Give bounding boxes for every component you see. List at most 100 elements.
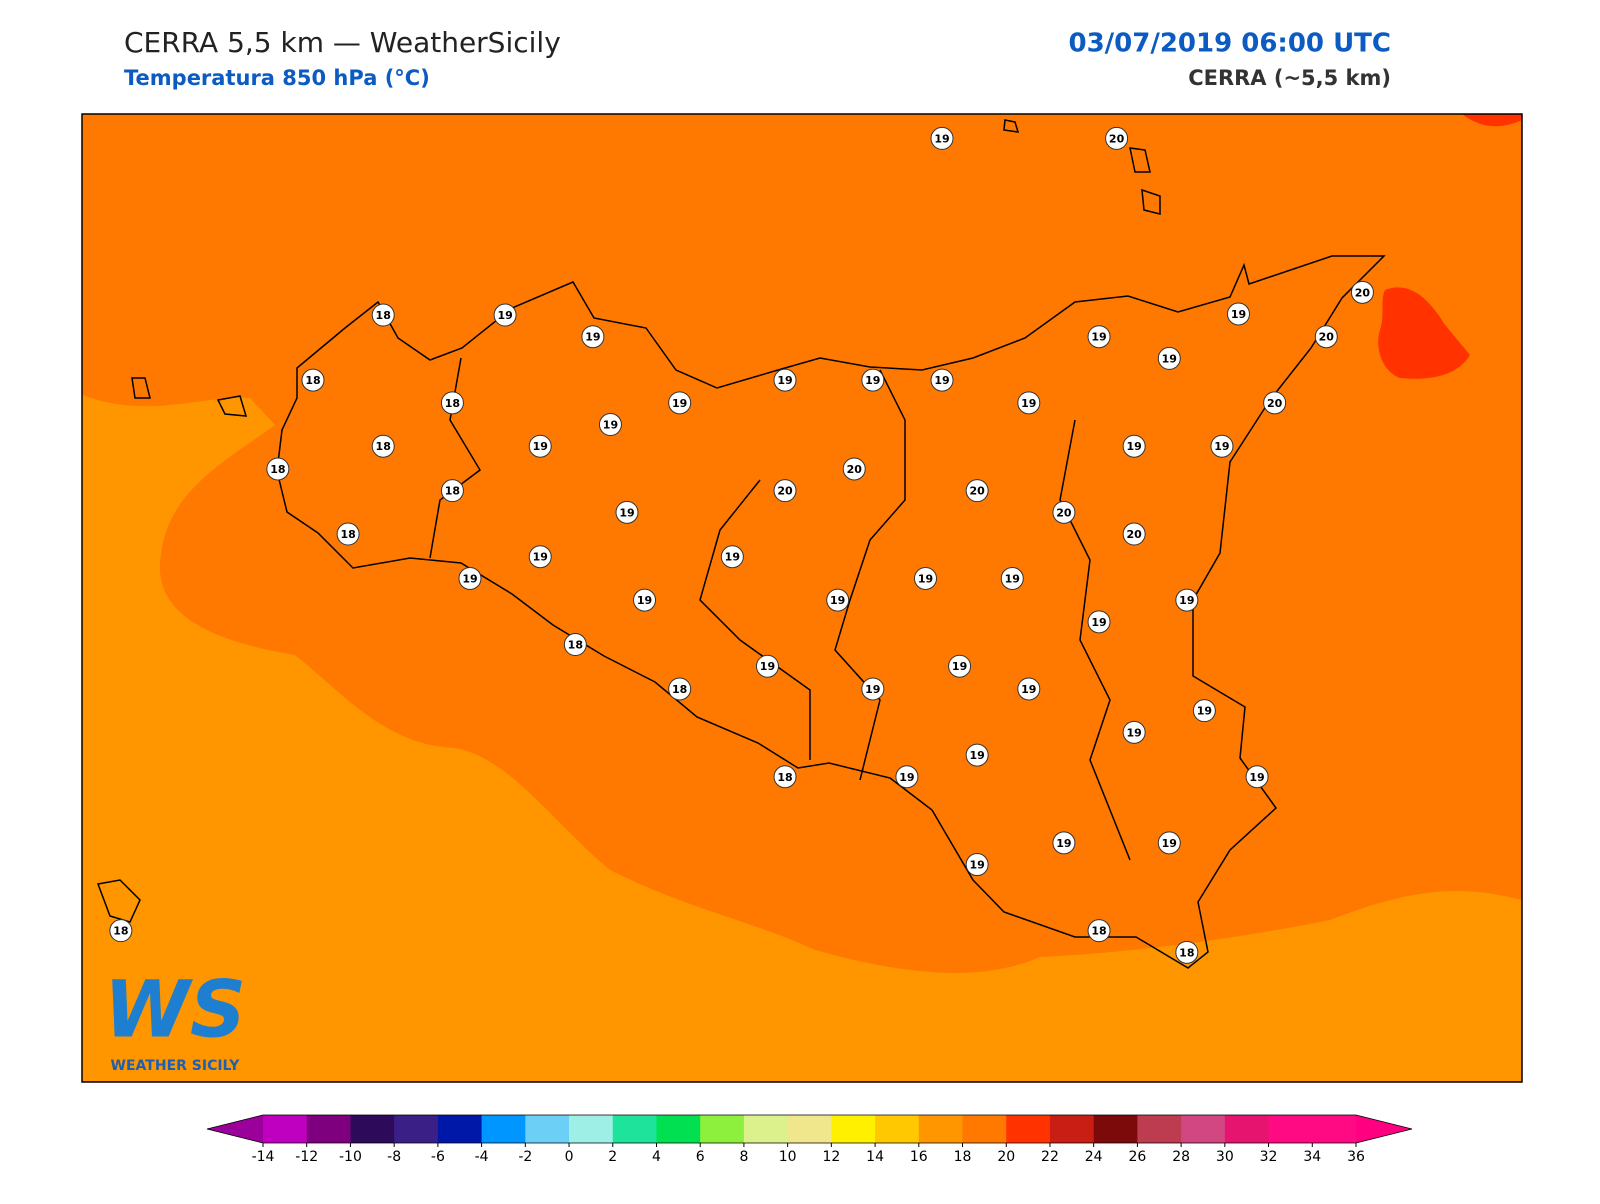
station-value: 18 — [777, 771, 792, 784]
colorbar-tick-label: 36 — [1347, 1149, 1365, 1165]
station-value: 19 — [865, 683, 880, 696]
station-marker — [914, 566, 938, 590]
station-value: 19 — [1197, 705, 1212, 718]
station-value: 19 — [969, 749, 984, 762]
colorbar-segment — [918, 1115, 964, 1143]
station-marker — [1052, 831, 1076, 855]
station-value: 19 — [585, 331, 600, 344]
station-value: 19 — [899, 771, 914, 784]
station-value: 19 — [1021, 683, 1036, 696]
station-marker — [1087, 610, 1111, 634]
model-label: CERRA (~5,5 km) — [1188, 66, 1391, 90]
station-value: 19 — [969, 859, 984, 872]
colorbar-segment — [1181, 1115, 1226, 1143]
station-marker — [1087, 919, 1111, 943]
station-value: 18 — [376, 440, 391, 453]
island — [96, 119, 1161, 923]
colorbar-tick-label: -6 — [431, 1149, 445, 1165]
station-marker — [1192, 699, 1216, 723]
station-value: 19 — [934, 132, 949, 145]
station-marker — [842, 457, 866, 481]
station-marker — [528, 545, 552, 569]
colorbar-segment — [1224, 1115, 1270, 1143]
station-value: 18 — [305, 374, 320, 387]
colorbar-tick-label: 0 — [565, 1149, 574, 1165]
station-value: 18 — [445, 397, 460, 410]
stations: 19 20 18 19 19 20 19 19 20 19 18 18 19 19 19 19 19 20 19 18… — [109, 126, 1374, 964]
station-value: 20 — [847, 463, 863, 476]
station-marker — [440, 391, 464, 415]
datetime: 03/07/2019 06:00 UTC — [1068, 29, 1391, 59]
station-marker — [1175, 588, 1199, 612]
station-value: 18 — [1179, 946, 1194, 959]
station-value: 19 — [760, 660, 775, 673]
station-marker — [1122, 720, 1146, 744]
station-marker — [1226, 302, 1250, 326]
colorbar-tick-label: 30 — [1216, 1149, 1234, 1165]
station-value: 19 — [777, 374, 792, 387]
colorbar-tick-label: -4 — [475, 1149, 489, 1165]
station-value: 20 — [1319, 331, 1335, 344]
station-marker — [109, 919, 133, 943]
station-value: 18 — [340, 528, 355, 541]
colorbar-tick-label: -8 — [387, 1149, 401, 1165]
station-value: 19 — [725, 551, 740, 564]
station-marker — [1105, 126, 1129, 150]
station-marker — [1122, 522, 1146, 546]
colorbar-tick-label: 32 — [1260, 1149, 1278, 1165]
colorbar-segment — [394, 1115, 439, 1143]
station-marker — [965, 743, 989, 767]
colorbar-tick-label: 14 — [866, 1149, 884, 1165]
colorbar-tick-label: 16 — [910, 1149, 928, 1165]
station-marker — [930, 126, 954, 150]
map-frame — [81, 113, 1523, 1083]
cooler-zone — [82, 395, 1522, 1082]
colorbar-segment — [437, 1115, 483, 1143]
station-value: 19 — [1214, 440, 1229, 453]
station-marker — [861, 368, 885, 392]
colorbar-segment — [1093, 1115, 1138, 1143]
station-marker — [336, 522, 360, 546]
colorbar-segment — [525, 1115, 570, 1143]
station-marker — [755, 654, 779, 678]
station-value: 19 — [603, 419, 618, 432]
station-value: 19 — [1231, 308, 1246, 321]
station-marker — [965, 479, 989, 503]
warm-zone — [1462, 114, 1522, 127]
province-border — [429, 357, 1131, 861]
station-marker — [720, 545, 744, 569]
station-marker — [1017, 391, 1041, 415]
warm-zone — [1378, 287, 1470, 379]
station-marker — [1245, 765, 1269, 789]
colorbar-tick-label: -10 — [339, 1149, 362, 1165]
station-value: 18 — [376, 309, 391, 322]
station-marker — [458, 566, 482, 590]
station-value: 20 — [1056, 506, 1072, 519]
station-value: 19 — [918, 572, 933, 585]
station-value: 19 — [619, 506, 634, 519]
station-marker — [1157, 831, 1181, 855]
station-marker — [895, 765, 919, 789]
station-marker — [528, 434, 552, 458]
station-value: 20 — [1267, 397, 1283, 410]
station-marker — [301, 368, 325, 392]
station-marker — [493, 303, 517, 327]
station-marker — [581, 325, 605, 349]
logo-caption: WEATHER SICILY — [111, 1058, 241, 1074]
station-marker — [965, 853, 989, 877]
colorbar-over — [1356, 1115, 1412, 1143]
station-value: 20 — [1355, 286, 1371, 299]
station-value: 19 — [952, 660, 967, 673]
colorbar-tick-label: 8 — [739, 1149, 748, 1165]
station-marker — [861, 677, 885, 701]
station-marker — [440, 479, 464, 503]
station-marker — [773, 765, 797, 789]
station-marker — [615, 500, 639, 524]
subtitle: Temperatura 850 hPa (°C) — [124, 66, 430, 90]
station-marker — [1157, 346, 1181, 370]
station-marker — [1350, 280, 1374, 304]
colorbar-tick-label: 24 — [1085, 1149, 1103, 1165]
station-value: 20 — [969, 485, 985, 498]
station-value: 20 — [777, 485, 793, 498]
